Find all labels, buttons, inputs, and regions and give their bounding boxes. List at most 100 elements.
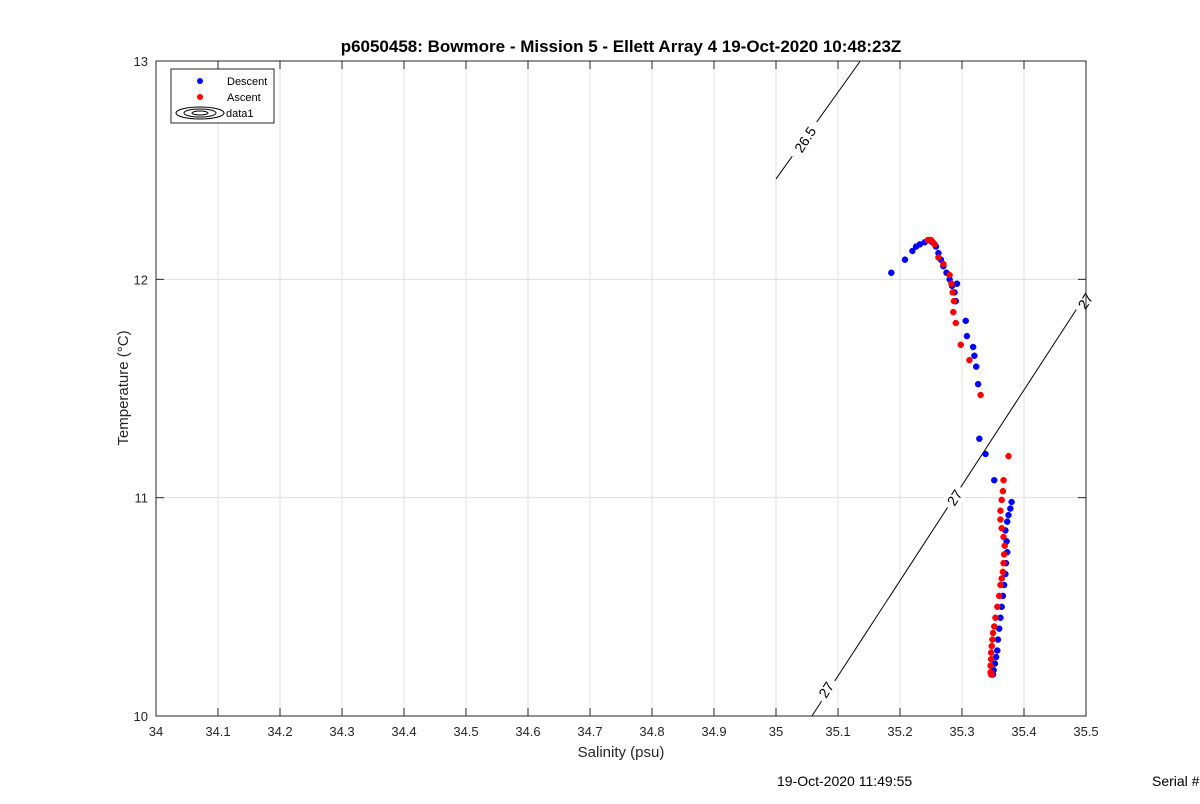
x-tick-label: 35.4	[1011, 724, 1036, 739]
x-tick-label: 34.7	[577, 724, 602, 739]
x-tick-label: 34.1	[205, 724, 230, 739]
data-point	[1000, 533, 1007, 541]
x-tick-label: 34.5	[453, 724, 478, 739]
data-point	[946, 271, 953, 279]
data-point	[971, 352, 978, 359]
contour-label-bg	[1071, 286, 1100, 317]
data-point	[998, 496, 1005, 504]
legend-marker	[197, 94, 203, 100]
data-point	[1008, 498, 1015, 506]
data-point	[998, 575, 1005, 582]
data-point	[999, 568, 1007, 576]
series-ascent	[924, 236, 1012, 678]
contour-label-text: 27	[944, 487, 966, 509]
data-point	[976, 435, 983, 442]
data-point	[987, 655, 995, 663]
chart-title: p6050458: Bowmore - Mission 5 - Ellett A…	[341, 37, 902, 56]
x-axis: 34 34.1 34.2 34.3 34.4 34.5 34.6 34.7 34.8 34.9 35…	[149, 61, 1099, 739]
data-point	[962, 317, 969, 325]
legend-box	[170, 68, 275, 124]
contour-label-bg	[786, 117, 825, 163]
x-tick-label: 34.6	[515, 724, 540, 739]
data-point	[931, 241, 938, 248]
data-point	[953, 280, 961, 287]
data-point	[974, 380, 982, 388]
data-point	[982, 450, 989, 458]
legend-contour-marker	[191, 110, 209, 116]
y-tick-label: 13	[134, 54, 148, 69]
legend-contour-marker	[183, 108, 217, 118]
data-point	[997, 516, 1004, 523]
legend-label: Ascent	[227, 92, 261, 104]
data-point	[1001, 542, 1009, 549]
data-point	[949, 289, 956, 296]
x-tick-label: 34.9	[701, 724, 726, 739]
x-tick-label: 35	[769, 724, 783, 739]
data-point	[994, 636, 1002, 643]
y-tick-label: 12	[134, 272, 148, 287]
density-contours: 26.5 27 27 27	[775, 60, 1100, 717]
data-point	[994, 647, 1001, 654]
data-point	[1000, 559, 1007, 567]
data-point	[948, 280, 955, 287]
data-point	[989, 636, 996, 643]
data-point	[988, 642, 996, 650]
data-point	[1004, 518, 1011, 525]
contour-label: 27	[1071, 286, 1100, 317]
data-point	[1005, 452, 1012, 460]
legend-contour-marker	[175, 106, 225, 120]
x-tick-label: 34.4	[391, 724, 416, 739]
grid-lines	[156, 61, 1086, 716]
data-point	[977, 391, 984, 399]
contour-label-bg	[812, 674, 841, 705]
data-point	[987, 662, 994, 670]
data-point	[888, 269, 895, 277]
contour-label-bg	[940, 482, 969, 513]
data-point	[997, 507, 1004, 515]
legend-label: Descent	[227, 76, 267, 88]
data-point	[952, 319, 960, 327]
data-point	[1005, 511, 1012, 519]
contour-label: 27	[812, 674, 841, 705]
x-axis-label: Salinity (psu)	[578, 744, 665, 761]
data-point	[990, 476, 998, 484]
x-tick-label: 35.5	[1073, 724, 1098, 739]
data-point	[989, 629, 997, 637]
data-point	[997, 581, 1004, 589]
legend-label: data1	[226, 108, 254, 120]
footer-serial: Serial #	[1152, 773, 1200, 789]
data-point	[998, 524, 1005, 532]
x-tick-label: 35.1	[825, 724, 850, 739]
plot-frame	[155, 60, 1087, 717]
legend-marker	[197, 78, 203, 84]
data-point	[1007, 505, 1014, 512]
contour-label: 26.5	[786, 117, 825, 163]
data-point	[995, 592, 1003, 600]
data-point	[969, 343, 977, 351]
data-point	[966, 356, 973, 364]
data-point	[992, 614, 999, 621]
data-point	[909, 247, 916, 255]
data-point	[1000, 476, 1007, 484]
data-point	[987, 649, 995, 656]
x-tick-label: 34.2	[267, 724, 292, 739]
data-point	[901, 256, 909, 263]
legend: Descent Ascent data1	[170, 68, 275, 124]
data-point	[994, 603, 1001, 611]
contour-label-text: 27	[815, 679, 837, 701]
data-point	[940, 260, 947, 268]
data-point	[950, 297, 958, 305]
x-tick-label: 34.8	[639, 724, 664, 739]
data-point	[990, 623, 998, 630]
data-point	[973, 363, 980, 370]
contour-label-text: 27	[1074, 290, 1096, 312]
data-point	[957, 341, 965, 349]
data-point	[988, 671, 996, 678]
data-point	[935, 254, 942, 261]
data-series	[888, 236, 1015, 678]
y-axis: 10 11 12 13	[134, 54, 1086, 724]
y-axis-label: Temperature (°C)	[115, 330, 132, 445]
x-tick-label: 34	[149, 724, 163, 739]
x-tick-label: 34.3	[329, 724, 354, 739]
